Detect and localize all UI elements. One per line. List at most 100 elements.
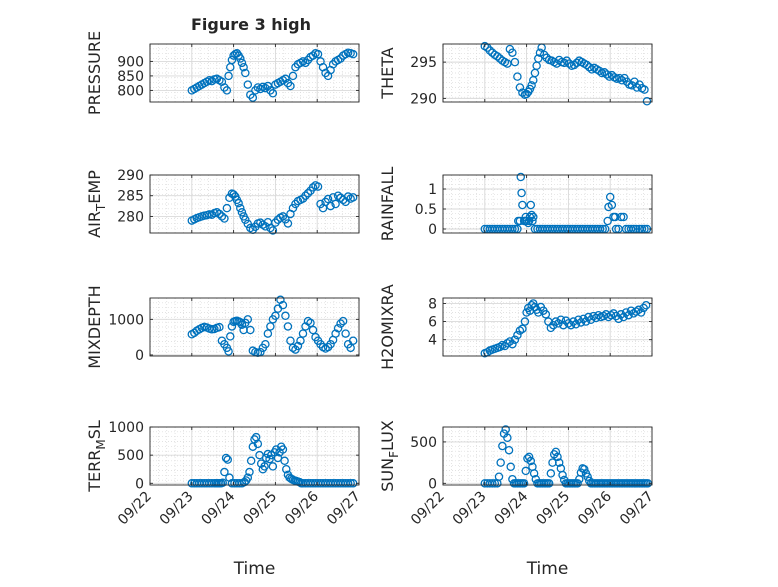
x-tick-label: 09/27 xyxy=(617,489,657,529)
data-point xyxy=(591,313,601,323)
data-point xyxy=(278,300,288,310)
data-point xyxy=(504,445,514,455)
data-point xyxy=(546,469,556,478)
x-axis-label: Time xyxy=(233,559,276,579)
data-point xyxy=(224,71,233,81)
data-point xyxy=(239,62,248,72)
axes-box xyxy=(442,297,653,357)
y-tick-label: 290 xyxy=(117,168,144,184)
data-point xyxy=(215,322,224,332)
data-point xyxy=(221,453,231,463)
data-point xyxy=(510,57,520,67)
y-axis-label: SUNFLUX xyxy=(378,420,401,492)
data-point xyxy=(527,81,536,90)
data-series xyxy=(187,48,358,102)
data-point xyxy=(556,315,566,324)
y-tick-label: 0 xyxy=(428,222,437,238)
y-tick-label: 0.5 xyxy=(415,202,437,218)
y-axis-label: PRESSURE xyxy=(85,31,104,115)
y-tick-label: 800 xyxy=(117,83,144,99)
y-tick-label: 1 xyxy=(428,182,437,198)
data-point xyxy=(243,473,253,482)
data-point xyxy=(526,456,536,466)
data-point xyxy=(624,310,633,320)
data-point xyxy=(246,456,256,466)
data-point xyxy=(553,452,562,462)
data-point xyxy=(619,312,628,322)
data-point xyxy=(323,194,333,204)
data-point xyxy=(521,466,531,476)
data-point xyxy=(245,467,254,477)
data-point xyxy=(642,97,652,106)
data-point xyxy=(534,54,543,63)
y-axis-label: THETA xyxy=(378,47,397,99)
data-series xyxy=(480,425,653,488)
data-point xyxy=(595,66,604,76)
data-point xyxy=(263,329,273,338)
data-point xyxy=(544,479,554,488)
data-point xyxy=(513,72,522,81)
data-point xyxy=(619,212,628,222)
data-point xyxy=(281,311,290,321)
y-tick-label: 500 xyxy=(117,448,144,464)
data-point xyxy=(490,479,500,488)
x-tick-label: 09/25 xyxy=(240,489,280,529)
data-point xyxy=(313,182,323,191)
data-point xyxy=(266,223,275,233)
data-point xyxy=(605,192,615,202)
data-point xyxy=(541,310,551,319)
data-point xyxy=(281,215,290,224)
data-point xyxy=(634,305,643,315)
y-tick-label: 295 xyxy=(410,55,437,71)
data-point xyxy=(503,339,512,348)
data-point xyxy=(308,183,318,192)
data-point xyxy=(278,445,288,454)
data-point xyxy=(283,219,293,228)
data-point xyxy=(505,337,515,346)
data-point xyxy=(341,329,350,338)
data-point xyxy=(261,340,270,349)
data-point xyxy=(558,470,567,480)
y-axis-label: TERRMSL xyxy=(85,420,108,493)
data-point xyxy=(266,322,275,331)
data-point xyxy=(268,226,278,235)
data-point xyxy=(241,68,250,78)
x-tick-label: 09/27 xyxy=(324,489,364,529)
data-point xyxy=(518,200,527,210)
y-axis-label-part: AIR xyxy=(85,211,104,238)
x-tick-label: 09/23 xyxy=(157,489,197,529)
data-point xyxy=(528,216,537,226)
data-point xyxy=(326,340,335,349)
data-point xyxy=(313,49,323,59)
data-point xyxy=(551,447,561,457)
data-point xyxy=(288,343,298,353)
data-point xyxy=(546,323,556,333)
data-point xyxy=(508,48,517,57)
data-point xyxy=(559,58,569,68)
axes-box xyxy=(442,174,653,234)
y-axis-label-part: LUX xyxy=(378,420,397,451)
data-point xyxy=(293,341,303,351)
data-point xyxy=(515,326,525,335)
data-point xyxy=(303,316,313,326)
data-point xyxy=(237,208,247,217)
data-point xyxy=(518,324,527,334)
data-point xyxy=(331,199,340,209)
x-tick-label: 09/22 xyxy=(115,489,155,529)
data-point xyxy=(636,308,646,317)
data-point xyxy=(526,200,536,210)
data-point xyxy=(224,347,233,356)
y-axis-label: RAINFALL xyxy=(378,167,397,242)
data-point xyxy=(218,478,227,487)
y-tick-label: 285 xyxy=(117,189,144,205)
data-point xyxy=(495,342,505,352)
x-tick-label: 09/24 xyxy=(199,488,239,528)
subplot-rainfall: 0 0.5 1 RAINFALL xyxy=(378,167,653,242)
data-series xyxy=(187,295,358,358)
data-point xyxy=(348,193,358,202)
axes-box xyxy=(149,43,360,103)
data-point xyxy=(508,339,517,349)
data-point xyxy=(280,456,289,466)
data-point xyxy=(246,325,255,335)
